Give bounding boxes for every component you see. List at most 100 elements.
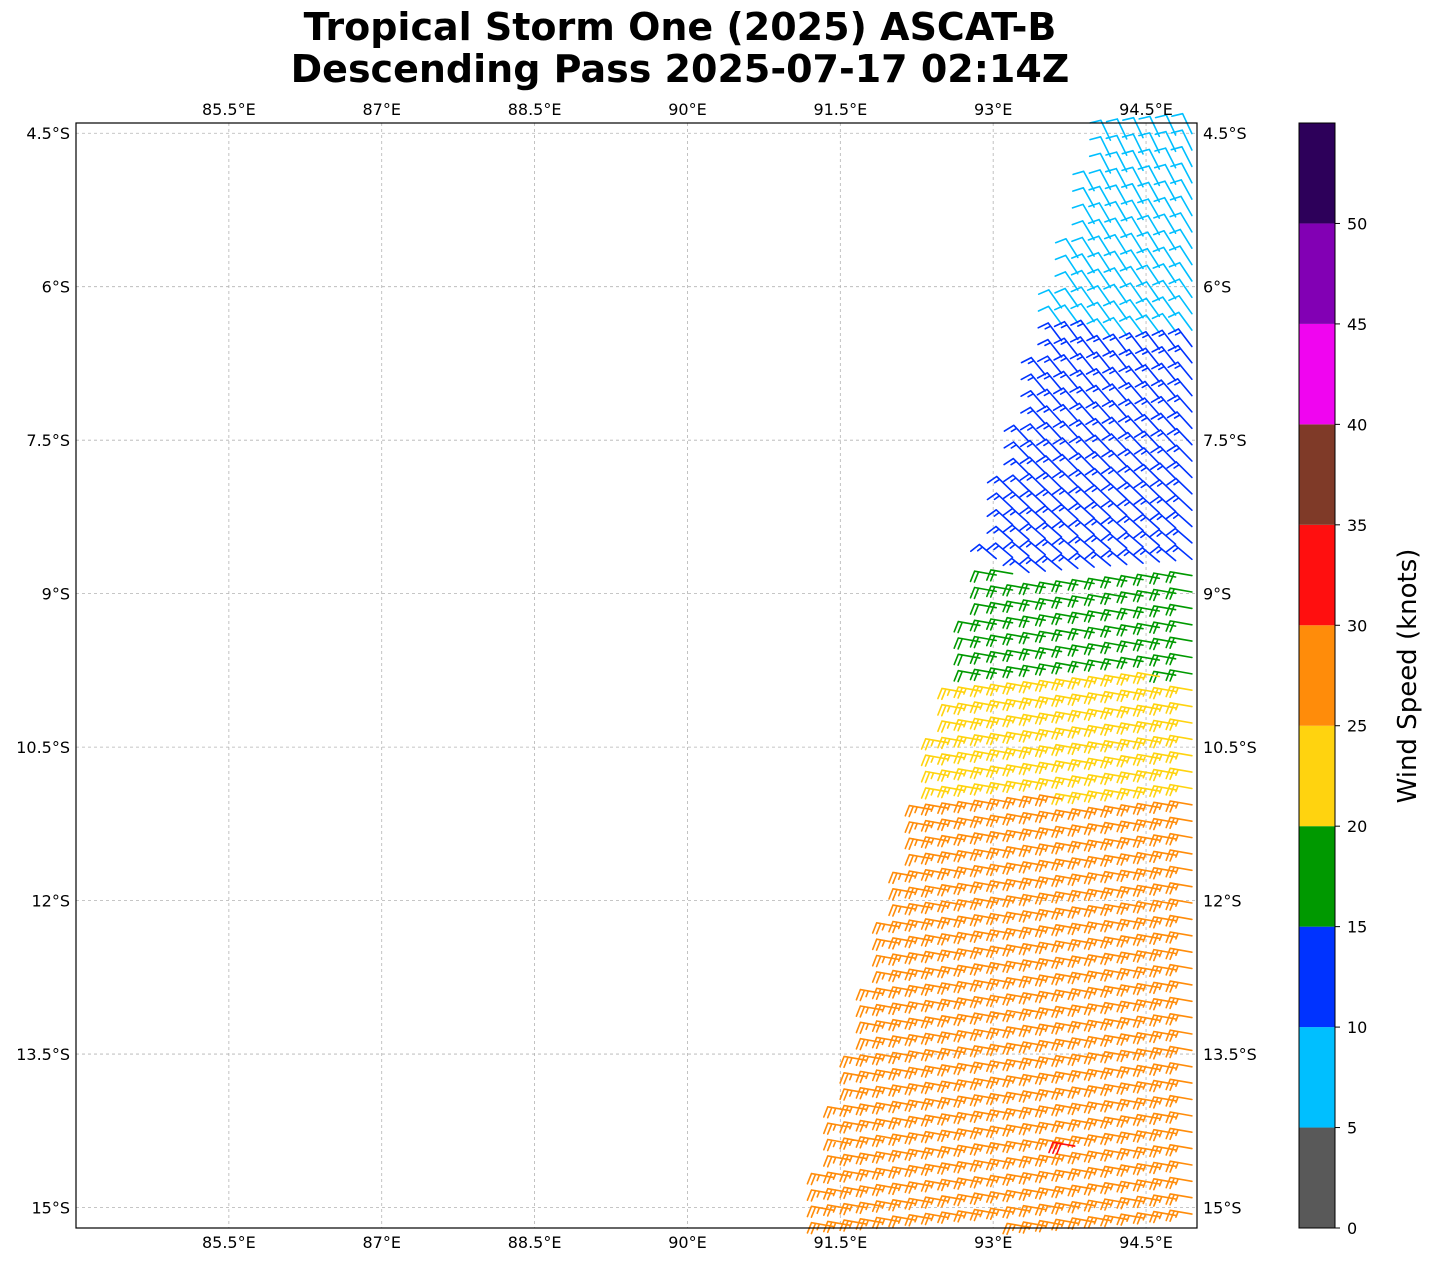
- wind-barb: [839, 1186, 867, 1200]
- wind-barb: [1083, 1183, 1112, 1196]
- wind-barb: [1149, 621, 1177, 634]
- wind-barb: [1116, 705, 1144, 719]
- wind-barb: [1116, 869, 1144, 883]
- lat-tick-label-right: 9°S: [1203, 585, 1231, 604]
- wind-barb: [1036, 372, 1063, 391]
- wind-barb: [1104, 200, 1128, 222]
- wind-barb: [969, 1159, 997, 1173]
- wind-barb: [871, 1003, 900, 1017]
- wind-barb: [1002, 557, 1030, 574]
- wind-barb: [806, 1172, 834, 1186]
- wind-barb: [1100, 592, 1128, 606]
- wind-barb: [1067, 1119, 1095, 1132]
- wind-barb: [920, 738, 949, 751]
- wind-barb: [1034, 712, 1063, 725]
- wind-barb: [1018, 1221, 1046, 1234]
- wind-barb: [953, 637, 981, 650]
- wind-barb: [1171, 112, 1193, 135]
- wind-barb: [1068, 435, 1095, 454]
- wind-barb: [920, 983, 949, 997]
- wind-barb: [920, 819, 949, 833]
- lon-tick-label-bottom: 90°E: [668, 1233, 706, 1252]
- wind-barb: [1083, 626, 1112, 640]
- wind-barb: [986, 1011, 1014, 1024]
- wind-barb: [1072, 187, 1095, 208]
- wind-barb: [888, 1018, 916, 1032]
- wind-barb: [1002, 1042, 1030, 1055]
- wind-barb: [1020, 356, 1046, 376]
- wind-barb: [1149, 654, 1177, 667]
- wind-barb: [839, 1202, 867, 1216]
- wind-barb: [1018, 992, 1046, 1005]
- wind-barb: [1034, 1023, 1063, 1036]
- wind-barb: [1018, 582, 1046, 596]
- wind-barb: [1069, 402, 1095, 421]
- wind-barb: [1068, 469, 1095, 487]
- wind-barb: [969, 783, 997, 796]
- wind-barb: [986, 798, 1014, 811]
- wind-barb: [986, 814, 1014, 828]
- figure-title: Tropical Storm One (2025) ASCAT-B Descen…: [0, 6, 1360, 90]
- wind-barb: [1100, 805, 1128, 818]
- wind-barb: [920, 754, 949, 767]
- wind-barb: [986, 1125, 1014, 1139]
- wind-barb: [986, 1043, 1014, 1057]
- wind-barb: [1135, 297, 1161, 318]
- wind-barb: [1132, 1032, 1161, 1045]
- wind-barb: [1165, 702, 1193, 715]
- wind-barb: [1069, 369, 1095, 388]
- wind-barb: [969, 652, 997, 665]
- wind-barb: [986, 978, 1014, 991]
- wind-barb: [1051, 580, 1079, 593]
- wind-barb: [1067, 1168, 1095, 1181]
- wind-barb: [953, 1161, 981, 1174]
- wind-barb: [1067, 906, 1095, 919]
- wind-barb: [1165, 898, 1193, 911]
- wind-barb: [1116, 1049, 1144, 1063]
- wind-barb: [1100, 690, 1128, 704]
- wind-barb: [920, 1212, 949, 1226]
- wind-barb: [1165, 527, 1193, 544]
- wind-barb: [1165, 1062, 1193, 1075]
- wind-barb: [1067, 922, 1095, 936]
- wind-barb: [1051, 629, 1079, 642]
- wind-barb: [937, 753, 965, 766]
- wind-barb: [1149, 588, 1177, 602]
- wind-barb: [1100, 625, 1128, 638]
- wind-barb: [1036, 388, 1063, 407]
- wind-barb: [1116, 836, 1144, 850]
- wind-barb: [1132, 950, 1161, 963]
- wind-barb: [888, 1117, 916, 1130]
- wind-barb: [1067, 1201, 1095, 1214]
- wind-barb: [969, 799, 997, 813]
- wind-barb: [1067, 889, 1095, 903]
- wind-barb: [1002, 1058, 1030, 1072]
- wind-barb: [1149, 545, 1177, 562]
- wind-barb: [1120, 232, 1144, 253]
- lon-tick-label-top: 87°E: [362, 100, 400, 119]
- wind-barb: [1132, 770, 1161, 783]
- wind-barb: [1118, 348, 1144, 368]
- wind-barb: [1067, 840, 1095, 854]
- wind-barb: [1053, 320, 1079, 341]
- wind-barb: [1051, 743, 1079, 757]
- wind-barb: [839, 1072, 867, 1085]
- wind-barb: [937, 1031, 965, 1044]
- wind-barb: [1118, 398, 1144, 417]
- wind-barb: [1150, 429, 1177, 447]
- wind-barb: [1053, 354, 1079, 373]
- wind-barb: [1003, 441, 1030, 459]
- wind-barb: [953, 784, 981, 797]
- wind-barb: [937, 736, 965, 750]
- wind-barb: [953, 1128, 981, 1141]
- wind-barb: [1083, 790, 1112, 803]
- wind-barb: [1134, 413, 1161, 432]
- wind-barb: [1034, 1007, 1063, 1020]
- wind-barb: [1149, 512, 1177, 529]
- wind-barb: [1150, 462, 1177, 480]
- wind-barb: [969, 603, 997, 616]
- wind-barb: [1154, 147, 1177, 169]
- wind-barb: [1170, 129, 1193, 151]
- wind-barb: [1034, 974, 1063, 987]
- wind-barb: [1135, 347, 1161, 367]
